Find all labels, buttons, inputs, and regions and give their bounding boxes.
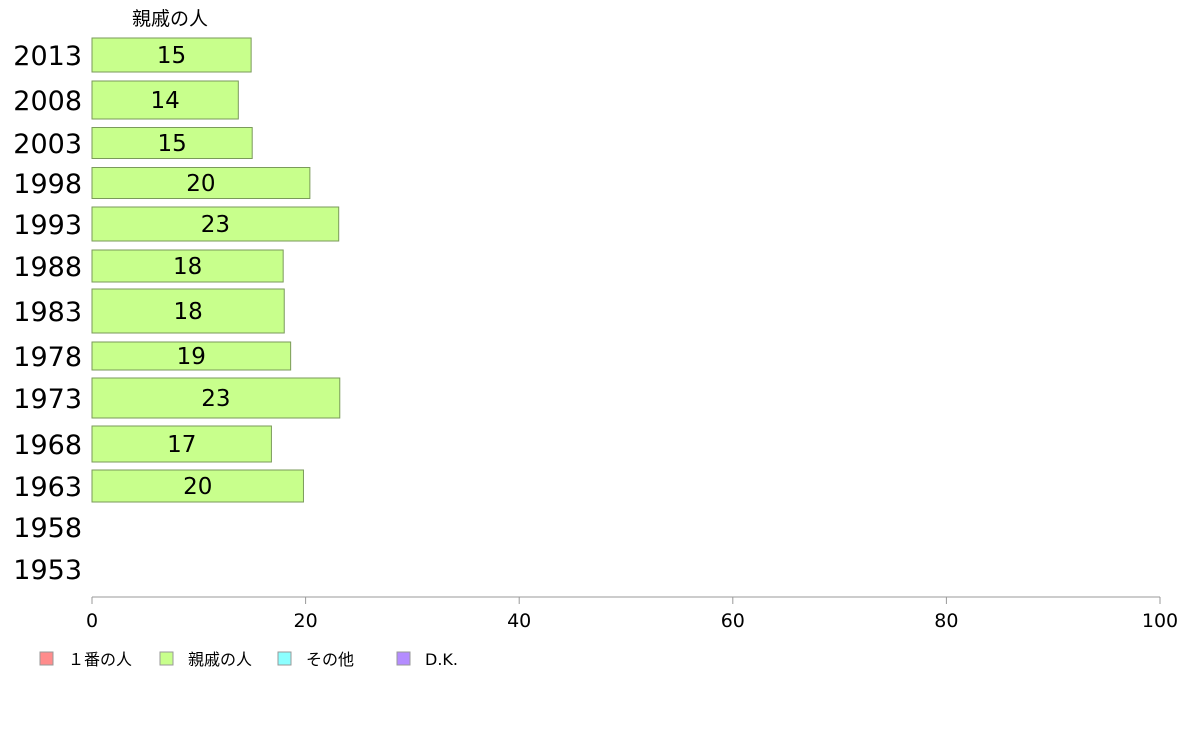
bar-value-label: 14 xyxy=(151,88,180,114)
x-tick-label: 20 xyxy=(294,610,318,632)
bar xyxy=(91,425,272,463)
bar-value-label: 20 xyxy=(183,474,212,500)
category-label: 2008 xyxy=(13,86,82,117)
legend-swatch xyxy=(396,651,411,666)
legend-label: D.K. xyxy=(425,650,458,669)
bar-value-label: 18 xyxy=(173,254,202,280)
x-axis: 0 20 40 60 80 100 xyxy=(86,596,1178,632)
bar xyxy=(91,288,285,334)
legend: １番の人 親戚の人 その他 D.K. xyxy=(39,650,458,669)
category-label: 1983 xyxy=(13,297,82,328)
bar xyxy=(91,249,284,283)
legend-label: １番の人 xyxy=(68,650,132,669)
bars-group: 2013 15 2008 14 2003 15 1998 20 1993 23 1988 18 1983… xyxy=(13,37,341,586)
x-tick-label: 40 xyxy=(507,610,531,632)
category-label: 1973 xyxy=(13,384,82,415)
bar xyxy=(91,127,253,159)
category-label: 1963 xyxy=(13,472,82,503)
bar-value-label: 23 xyxy=(201,386,230,412)
category-label: 1993 xyxy=(13,210,82,241)
bar xyxy=(91,37,252,73)
bar-value-label: 15 xyxy=(157,43,186,69)
category-label: 1968 xyxy=(13,430,82,461)
x-tick-label: 60 xyxy=(721,610,745,632)
legend-swatch xyxy=(159,651,174,666)
category-label: 2013 xyxy=(13,41,82,72)
bar xyxy=(91,469,304,503)
category-label: 1988 xyxy=(13,252,82,283)
category-label: 2003 xyxy=(13,129,82,160)
bar xyxy=(91,206,340,242)
legend-label: その他 xyxy=(306,650,354,669)
x-tick-label: 80 xyxy=(934,610,958,632)
x-tick-label: 100 xyxy=(1142,610,1178,632)
x-tick-label: 0 xyxy=(86,610,98,632)
bar xyxy=(91,80,239,120)
bar-value-label: 20 xyxy=(186,171,215,197)
category-label: 1958 xyxy=(13,513,82,544)
category-label: 1978 xyxy=(13,342,82,373)
series-label: 親戚の人 xyxy=(132,8,208,30)
bar-value-label: 19 xyxy=(177,344,206,370)
bar-value-label: 18 xyxy=(173,299,202,325)
bar-value-label: 15 xyxy=(157,131,186,157)
legend-swatch xyxy=(39,651,54,666)
bar xyxy=(91,377,341,419)
legend-label: 親戚の人 xyxy=(188,650,252,669)
category-label: 1953 xyxy=(13,555,82,586)
category-label: 1998 xyxy=(13,169,82,200)
bar xyxy=(91,167,311,199)
legend-swatch xyxy=(277,651,292,666)
bar-value-label: 23 xyxy=(201,212,230,238)
bar-value-label: 17 xyxy=(167,432,196,458)
bar xyxy=(91,341,292,371)
